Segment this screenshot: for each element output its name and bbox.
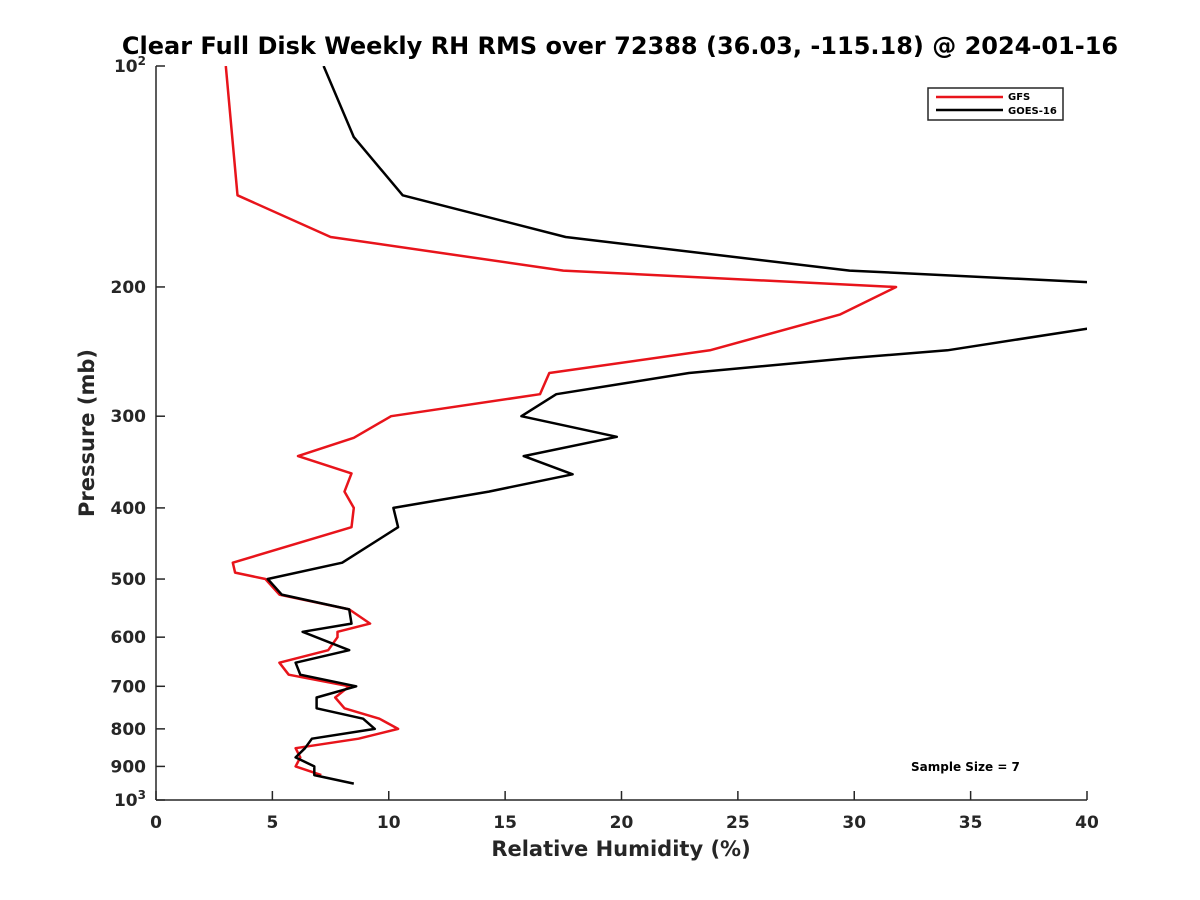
x-tick-label: 10 <box>377 813 401 833</box>
series-layer <box>224 66 1087 785</box>
x-tick-label: 20 <box>610 813 634 833</box>
chart-title: Clear Full Disk Weekly RH RMS over 72388… <box>122 32 1118 60</box>
x-tick-label: 0 <box>150 813 162 833</box>
y-tick-label: 600 <box>111 628 147 648</box>
series-line-gfs <box>224 66 898 777</box>
y-ticks: 102 200 300 400 500 600 700 800 900 103 <box>111 54 165 811</box>
legend: GFS GOES-16 <box>927 87 1064 121</box>
y-tick-label: 400 <box>111 499 147 519</box>
y-tick-label: 103 <box>114 788 146 811</box>
y-tick-label: 700 <box>111 677 147 697</box>
y-tick-label: 800 <box>111 720 147 740</box>
x-axis-label: Relative Humidity (%) <box>491 837 750 861</box>
x-tick-label: 35 <box>959 813 983 833</box>
y-tick-label: 900 <box>111 757 147 777</box>
sample-size-annotation: Sample Size = 7 <box>911 760 1020 774</box>
x-tick-label: 30 <box>842 813 866 833</box>
y-axis-label: Pressure (mb) <box>75 349 99 517</box>
x-tick-label: 25 <box>726 813 750 833</box>
x-ticks: 0 5 10 15 20 25 30 35 40 <box>150 791 1099 833</box>
y-tick-label: 200 <box>111 278 147 298</box>
x-tick-label: 40 <box>1075 813 1099 833</box>
legend-label-gfs: GFS <box>1008 92 1030 103</box>
series-line-goes16 <box>266 66 1087 785</box>
y-tick-label: 300 <box>111 407 147 427</box>
y-tick-label: 500 <box>111 570 147 590</box>
legend-box <box>927 87 1064 121</box>
axes <box>155 66 1087 801</box>
x-tick-label: 15 <box>493 813 517 833</box>
x-tick-label: 5 <box>266 813 278 833</box>
legend-label-goes16: GOES-16 <box>1008 106 1057 117</box>
y-tick-label: 102 <box>114 54 146 77</box>
